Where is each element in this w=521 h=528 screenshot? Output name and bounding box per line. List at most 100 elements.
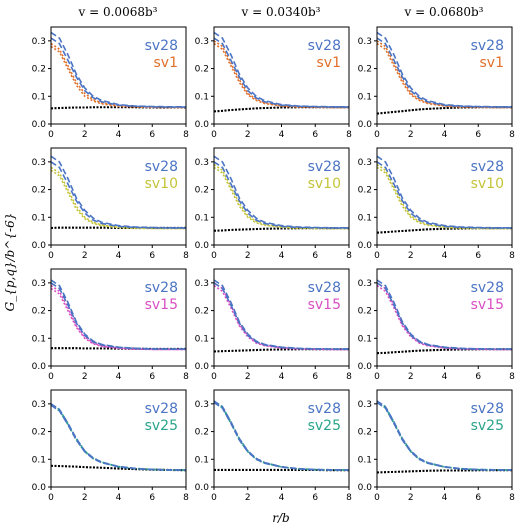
sv1-line-2 [214, 42, 349, 109]
legend-sv28: sv28 [145, 38, 178, 54]
legend-sv28: sv28 [308, 159, 341, 175]
x-tick-label: 6 [312, 130, 318, 140]
x-tick-label: 2 [408, 130, 414, 140]
x-tick-label: 4 [116, 372, 122, 382]
sv28-line-1 [214, 31, 349, 108]
baseline-line-2 [377, 348, 512, 355]
y-tick-label: 0.3 [195, 158, 209, 168]
series-group [51, 403, 186, 472]
x-tick-label: 4 [442, 130, 448, 140]
sv1-line-1 [51, 42, 186, 109]
sv28-line-2 [214, 282, 349, 350]
y-tick-label: 0.2 [32, 428, 46, 438]
sv28-line-2 [214, 161, 349, 229]
y-tick-label: 0.2 [32, 186, 46, 196]
y-tick-label: 0.0 [358, 241, 373, 251]
x-tick-label: 4 [442, 493, 448, 503]
sv28-line-2 [214, 401, 349, 471]
y-tick-label: 0.0 [195, 483, 210, 493]
y-tick-label: 0.1 [195, 334, 209, 344]
sv28-line-1 [51, 31, 186, 108]
x-tick-label: 2 [245, 372, 251, 382]
sv15-line-1 [51, 284, 186, 351]
sv28-line-2 [377, 282, 512, 350]
x-tick-label: 4 [116, 130, 122, 140]
series-group [214, 31, 349, 113]
x-tick-label: 6 [475, 372, 481, 382]
x-tick-label: 6 [312, 251, 318, 261]
x-tick-label: 4 [116, 251, 122, 261]
legend-sv25: sv25 [308, 418, 341, 434]
x-tick-label: 6 [149, 493, 155, 503]
y-tick-label: 0.3 [32, 37, 46, 47]
y-tick-label: 0.0 [358, 362, 373, 372]
x-tick-label: 0 [374, 493, 380, 503]
series-group [214, 400, 349, 472]
legend-sv28: sv28 [308, 38, 341, 54]
x-tick-label: 6 [312, 493, 318, 503]
y-tick-label: 0.2 [32, 307, 46, 317]
baseline-line-2 [377, 469, 512, 474]
x-tick-label: 2 [82, 372, 88, 382]
legend-sv28: sv28 [308, 401, 341, 417]
y-tick-label: 0.0 [358, 483, 373, 493]
y-tick-label: 0.3 [358, 158, 372, 168]
x-tick-label: 6 [475, 493, 481, 503]
legend-sv15: sv15 [471, 297, 504, 313]
legend-sv15: sv15 [145, 297, 178, 313]
x-tick-label: 0 [48, 493, 54, 503]
y-tick-label: 0.3 [358, 400, 372, 410]
baseline-line-2 [51, 465, 186, 472]
x-tick-label: 0 [374, 251, 380, 261]
y-tick-label: 0.1 [195, 213, 209, 223]
x-tick-label: 0 [211, 372, 217, 382]
sv15-line-2 [214, 284, 349, 351]
y-tick-label: 0.2 [32, 65, 46, 75]
x-tick-label: 2 [245, 251, 251, 261]
baseline-line-2 [214, 106, 349, 113]
x-tick-label: 2 [245, 493, 251, 503]
x-tick-label: 4 [279, 251, 285, 261]
x-tick-label: 6 [475, 130, 481, 140]
y-tick-label: 0.2 [195, 186, 209, 196]
x-tick-label: 0 [48, 130, 54, 140]
sv28-line-2 [377, 401, 512, 471]
y-tick-label: 0.3 [358, 37, 372, 47]
y-tick-label: 0.1 [195, 92, 209, 102]
sv10-line-1 [214, 163, 349, 230]
x-tick-label: 8 [183, 130, 189, 140]
x-tick-label: 2 [245, 130, 251, 140]
x-tick-label: 4 [279, 372, 285, 382]
y-tick-label: 0.1 [358, 213, 372, 223]
series-group [377, 31, 512, 115]
y-tick-label: 0.0 [32, 120, 47, 130]
x-tick-label: 2 [408, 372, 414, 382]
legend-sv28: sv28 [471, 159, 504, 175]
series-group [51, 155, 186, 230]
y-tick-label: 0.2 [358, 428, 372, 438]
x-tick-label: 0 [48, 251, 54, 261]
x-tick-label: 2 [408, 251, 414, 261]
legend-sv28: sv28 [308, 280, 341, 296]
sv28-line-2 [377, 161, 512, 229]
x-tick-label: 8 [346, 130, 352, 140]
baseline-line-2 [377, 227, 512, 234]
x-tick-label: 0 [211, 130, 217, 140]
x-tick-label: 2 [82, 130, 88, 140]
x-tick-label: 8 [509, 493, 515, 503]
y-tick-label: 0.0 [195, 120, 210, 130]
y-tick-label: 0.3 [32, 279, 46, 289]
x-tick-label: 2 [82, 251, 88, 261]
x-axis-label: r/b [272, 511, 289, 525]
y-tick-label: 0.0 [195, 362, 210, 372]
baseline-line-2 [51, 347, 186, 350]
y-tick-label: 0.2 [358, 307, 372, 317]
x-tick-label: 4 [279, 130, 285, 140]
x-tick-label: 0 [374, 130, 380, 140]
y-tick-label: 0.0 [358, 120, 373, 130]
baseline-line-2 [214, 227, 349, 232]
